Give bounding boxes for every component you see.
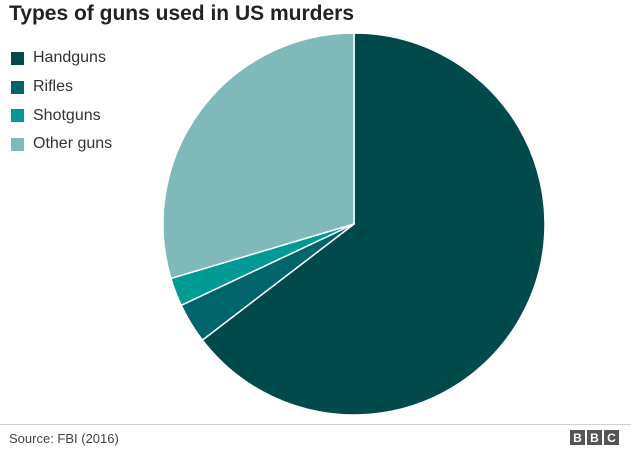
pie-chart: [162, 32, 546, 416]
legend-label-shotguns: Shotguns: [33, 106, 101, 124]
footer-divider: [0, 424, 631, 425]
source-note: Source: FBI (2016): [9, 431, 119, 446]
legend-swatch-handguns: [11, 51, 24, 65]
legend-swatch-other-guns: [11, 137, 24, 151]
legend-label-rifles: Rifles: [33, 78, 74, 96]
legend: Handguns Rifles Shotguns Other guns: [11, 44, 112, 159]
legend-item-shotguns: Shotguns: [11, 101, 112, 130]
pie-slice-other-guns: [162, 32, 355, 280]
legend-label-other-guns: Other guns: [33, 135, 113, 153]
chart-title: Types of guns used in US murders: [9, 2, 355, 25]
bbc-logo-letter-b2: B: [587, 430, 602, 445]
bbc-logo-letter-c: C: [604, 430, 619, 445]
legend-swatch-rifles: [11, 80, 24, 94]
legend-label-handguns: Handguns: [33, 49, 106, 67]
bbc-logo-letter-b1: B: [570, 430, 585, 445]
bbc-logo: B B C: [568, 430, 619, 445]
legend-item-handguns: Handguns: [11, 44, 112, 73]
legend-swatch-shotguns: [11, 109, 24, 123]
legend-item-rifles: Rifles: [11, 73, 112, 102]
pie-slice-handguns: [201, 32, 546, 416]
legend-item-other-guns: Other guns: [11, 130, 112, 159]
